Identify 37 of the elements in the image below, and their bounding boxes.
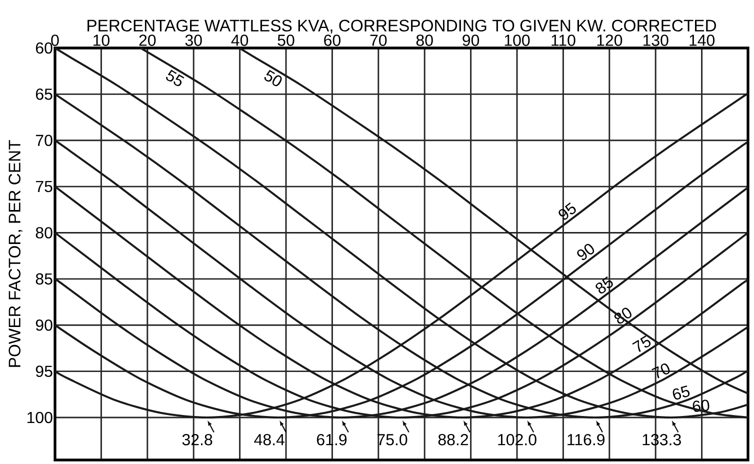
y-tick-label: 65	[36, 88, 52, 100]
text: 75	[632, 336, 651, 352]
text: 95	[558, 202, 576, 220]
x-tick-label: 10	[94, 34, 110, 46]
y-tick-label: 60	[36, 42, 52, 54]
y-tick-label: 100	[27, 412, 52, 424]
x-tick-label: 30	[185, 34, 202, 46]
x-tick-label: 60	[324, 34, 340, 46]
x-tick-label: 20	[139, 34, 156, 46]
annotation: 116.9	[568, 434, 604, 446]
text: 85	[596, 276, 613, 294]
y-tick-label: 70	[36, 134, 52, 146]
y-tick-label: 95	[36, 366, 52, 377]
x-tick-label: 70	[370, 34, 387, 46]
x-tick-label: 40	[231, 34, 248, 46]
text: 65	[672, 385, 690, 400]
x-tick-label: 130	[643, 34, 668, 46]
x-tick-label: 90	[462, 34, 480, 46]
y-tick-label: 90	[36, 319, 52, 331]
text: 50	[264, 70, 282, 86]
y-tick-label: 80	[36, 227, 52, 238]
x-axis-title: PERCENTAGE WATTLESS KVA, CORRESPONDING TO GIVEN KW. CORRECTED	[88, 20, 716, 34]
annotation: 48.4	[254, 434, 284, 446]
x-tick-label: 80	[416, 34, 433, 46]
x-tick-label: 110	[552, 34, 576, 46]
x-tick-label: 120	[597, 34, 622, 46]
y-tick-label: 75	[36, 180, 52, 192]
text: 70	[652, 364, 670, 378]
x-tick-label: 100	[504, 34, 530, 46]
y-tick-label: 85	[36, 273, 52, 285]
x-tick-label: 0	[51, 34, 59, 46]
annotation: 88.2	[438, 434, 468, 446]
text: 55	[166, 70, 184, 86]
x-tick-label: 50	[278, 34, 294, 46]
y-axis-title: POWER FACTOR, PER CENT	[8, 140, 22, 367]
x-tick-label: 140	[690, 34, 715, 46]
text: 90	[577, 244, 594, 260]
